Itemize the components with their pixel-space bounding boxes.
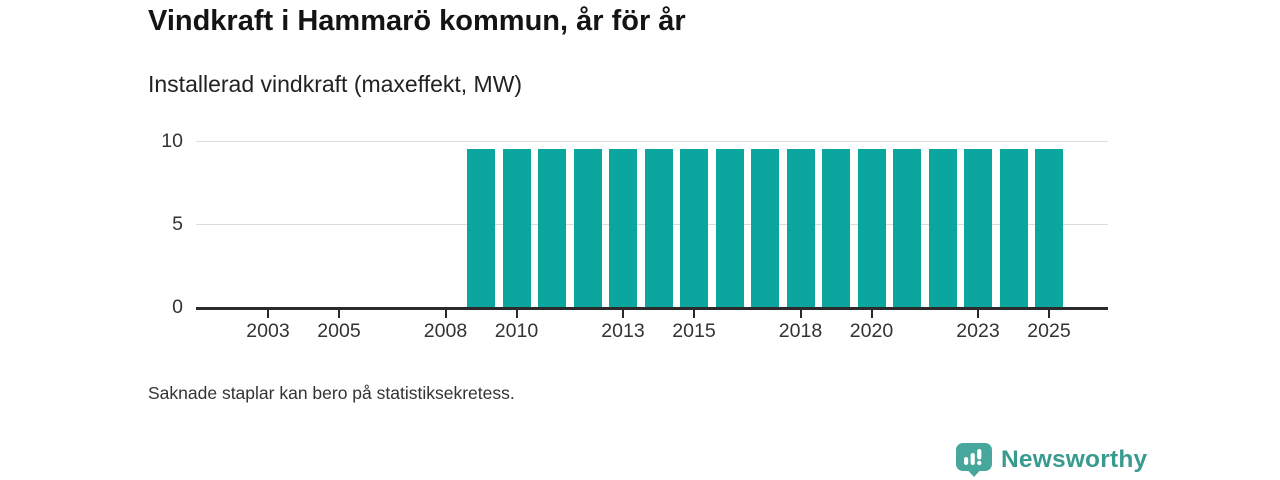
x-tick-label-2003: 2003 (246, 320, 290, 342)
x-tick-2008 (444, 310, 447, 318)
chart-title: Vindkraft i Hammarö kommun, år för år (148, 5, 686, 37)
bar-2020 (857, 149, 886, 307)
bar-2016 (715, 149, 744, 307)
x-tick-label-2023: 2023 (956, 320, 1000, 342)
y-tick-label-0: 0 (172, 296, 183, 318)
x-tick-2018 (799, 310, 802, 318)
chart-subtitle: Installerad vindkraft (maxeffekt, MW) (148, 71, 523, 97)
x-tick-label-2018: 2018 (778, 320, 823, 342)
x-tick-label-2010: 2010 (494, 320, 539, 342)
bar-2024 (999, 149, 1028, 307)
bar-2010 (502, 149, 531, 307)
bar-2013 (609, 149, 637, 307)
x-tick-label-2013: 2013 (601, 320, 645, 342)
bar-chart-speech-bubble-icon (956, 443, 992, 477)
footnote: Saknade staplar kan bero på statistiksek… (148, 383, 515, 403)
bar-2015 (680, 149, 708, 307)
x-tick-label-2005: 2005 (317, 320, 361, 342)
bar-2021 (893, 149, 921, 307)
brand-logo[interactable]: Newsworthy (956, 443, 1147, 477)
x-tick-2010 (515, 310, 518, 318)
bar-2011 (538, 149, 566, 307)
brand-name: Newsworthy (1001, 446, 1148, 473)
x-tick-2003 (267, 310, 269, 318)
x-tick-2013 (622, 310, 624, 318)
bar-2014 (644, 149, 673, 307)
x-tick-2023 (977, 310, 979, 318)
bar-2018 (786, 149, 815, 307)
bar-2025 (1035, 149, 1063, 307)
bar-2022 (928, 149, 957, 307)
plot-area: 2003 2005 2008 2010 2013 2015 2018 2020 2023 2025 (196, 141, 1108, 342)
x-tick-label-2015: 2015 (672, 320, 716, 342)
bar-2009 (467, 149, 495, 307)
x-tick-label-2020: 2020 (849, 320, 894, 342)
x-tick-2025 (1048, 310, 1050, 318)
x-tick-2015 (693, 310, 695, 318)
x-tick-label-2025: 2025 (1027, 320, 1071, 342)
gridline-10 (196, 141, 1108, 142)
bar-2023 (964, 149, 992, 307)
x-tick-label-2008: 2008 (423, 320, 468, 342)
y-tick-label-10: 10 (161, 130, 183, 152)
x-tick-2005 (338, 310, 340, 318)
x-tick-2020 (870, 310, 873, 318)
bar-2012 (573, 149, 602, 307)
y-tick-label-5: 5 (172, 213, 183, 235)
bar-2019 (822, 149, 850, 307)
bar-2017 (751, 149, 779, 307)
